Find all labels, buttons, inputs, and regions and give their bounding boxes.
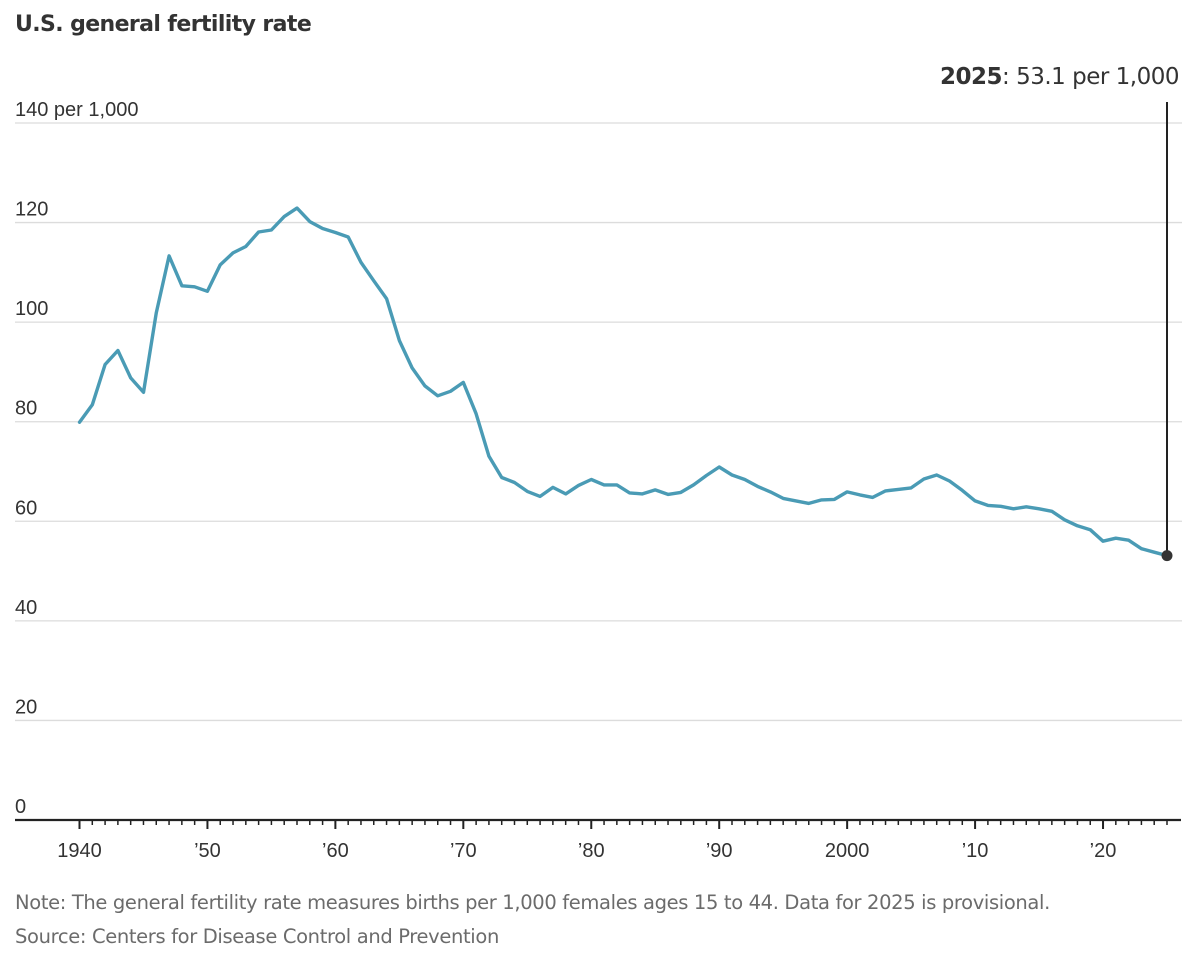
y-tick-label: 80 xyxy=(15,398,37,420)
chart-footer: Note: The general fertility rate measure… xyxy=(15,886,1050,954)
y-tick-label: 40 xyxy=(15,597,37,619)
x-tick-label: ’50 xyxy=(194,840,221,862)
x-tick-label: ’90 xyxy=(706,840,733,862)
annotation: 2025: 53.1 per 1,000 xyxy=(940,64,1180,562)
x-axis-labels: 1940 ’50 ’60 ’70 ’80 ’90 2000 ’10 ’20 xyxy=(57,840,1116,862)
y-tick-label: 0 xyxy=(15,796,26,818)
x-tick-label: ’20 xyxy=(1090,840,1117,862)
series-line xyxy=(77,206,1169,558)
y-tick-label: 20 xyxy=(15,696,37,718)
x-tick-label: ’70 xyxy=(450,840,477,862)
chart-title: U.S. general fertility rate xyxy=(15,12,312,37)
annotation-value: : 53.1 per 1,000 xyxy=(1002,64,1179,90)
y-tick-label: 140 per 1,000 xyxy=(15,99,138,121)
annotation-marker xyxy=(1161,550,1173,562)
annotation-label: 2025: 53.1 per 1,000 xyxy=(940,64,1179,90)
chart-note: Note: The general fertility rate measure… xyxy=(15,891,1050,914)
x-tick-label: ’80 xyxy=(578,840,605,862)
y-tick-label: 120 xyxy=(15,199,48,221)
chart-source: Source: Centers for Disease Control and … xyxy=(15,925,499,948)
line-chart: 0 20 40 60 80 100 120 140 per 1,000 1940 ’50 ’60 ’… xyxy=(15,64,1182,862)
y-axis-labels: 0 20 40 60 80 100 120 140 per 1,000 xyxy=(15,99,138,818)
x-tick-label: 2000 xyxy=(825,840,870,862)
x-tick-label: 1940 xyxy=(57,840,102,862)
x-tick-label: ’10 xyxy=(962,840,989,862)
series-layer xyxy=(77,206,1169,558)
x-axis xyxy=(15,818,1181,829)
annotation-year: 2025 xyxy=(940,64,1002,90)
y-tick-label: 100 xyxy=(15,298,48,320)
x-tick-label: ’60 xyxy=(322,840,349,862)
y-tick-label: 60 xyxy=(15,497,37,519)
gridlines xyxy=(15,122,1182,722)
